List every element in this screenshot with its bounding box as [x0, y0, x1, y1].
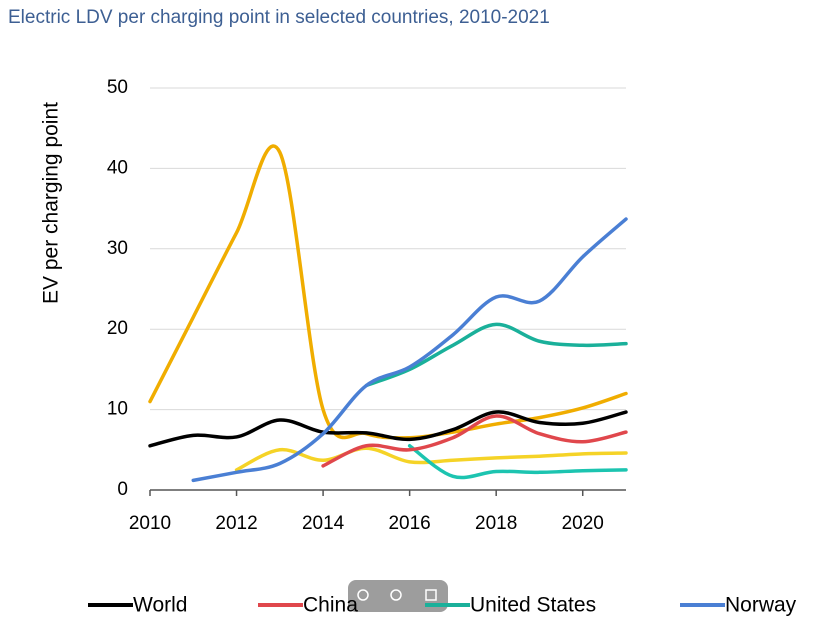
series-line	[321, 414, 628, 468]
series-line	[364, 322, 628, 388]
x-tick-label: 2016	[388, 513, 430, 534]
y-tick-label: 40	[107, 157, 128, 178]
legend-label: China	[303, 594, 358, 617]
toolbar-bg	[348, 580, 448, 612]
x-tick-label: 2014	[302, 513, 345, 534]
zoom-in-icon[interactable]	[357, 589, 369, 601]
y-tick-label: 20	[107, 318, 128, 339]
series-line	[191, 217, 628, 483]
y-tick-label: 10	[107, 399, 128, 420]
legend-label: United States	[470, 594, 596, 617]
series-line	[234, 446, 628, 472]
series-line	[148, 410, 628, 448]
series-line	[407, 444, 628, 480]
x-tick-label: 2020	[562, 513, 604, 534]
legend-label: World	[133, 594, 187, 617]
y-tick-label: 30	[107, 238, 128, 259]
y-tick-label: 50	[107, 77, 128, 98]
reset-icon[interactable]	[425, 589, 437, 601]
x-tick-label: 2012	[215, 513, 257, 534]
zoom-out-icon[interactable]	[390, 589, 402, 601]
series-line	[148, 144, 628, 440]
plot-area: 0 10 20 30 40 50 2010 2012 2014 2016 2018 2020	[107, 77, 628, 534]
legend-label: Norway	[725, 594, 797, 617]
y-tick-label: 0	[117, 479, 128, 500]
zoom-toolbar[interactable]	[348, 580, 448, 612]
y-axis-label: EV per charging point	[40, 102, 63, 304]
x-tick-label: 2018	[475, 513, 517, 534]
x-tick-label: 2010	[129, 513, 171, 534]
chart-title: Electric LDV per charging point in selec…	[8, 7, 550, 28]
